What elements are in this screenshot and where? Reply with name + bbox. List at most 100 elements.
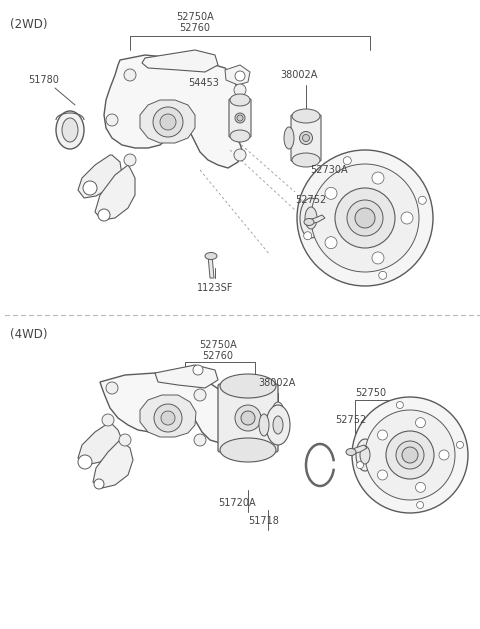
Circle shape bbox=[456, 442, 464, 448]
Ellipse shape bbox=[266, 405, 290, 445]
Circle shape bbox=[102, 414, 114, 426]
Polygon shape bbox=[140, 100, 195, 143]
Text: (4WD): (4WD) bbox=[10, 328, 48, 341]
Circle shape bbox=[401, 212, 413, 224]
Circle shape bbox=[379, 271, 387, 279]
Circle shape bbox=[106, 382, 118, 394]
Ellipse shape bbox=[153, 107, 183, 137]
Circle shape bbox=[372, 252, 384, 264]
Circle shape bbox=[377, 430, 387, 440]
Ellipse shape bbox=[241, 411, 255, 425]
Ellipse shape bbox=[360, 446, 370, 464]
Polygon shape bbox=[155, 365, 218, 388]
Ellipse shape bbox=[205, 252, 217, 260]
Ellipse shape bbox=[346, 448, 356, 455]
Ellipse shape bbox=[220, 438, 276, 462]
Circle shape bbox=[124, 154, 136, 166]
Ellipse shape bbox=[62, 118, 78, 142]
Ellipse shape bbox=[230, 130, 250, 142]
Text: 52750: 52750 bbox=[355, 388, 386, 398]
Circle shape bbox=[119, 434, 131, 446]
Circle shape bbox=[325, 237, 337, 248]
Polygon shape bbox=[142, 50, 218, 72]
Ellipse shape bbox=[235, 405, 261, 431]
Text: 54453: 54453 bbox=[188, 78, 219, 88]
Ellipse shape bbox=[259, 414, 269, 436]
Circle shape bbox=[94, 479, 104, 489]
Text: (2WD): (2WD) bbox=[10, 18, 48, 31]
Polygon shape bbox=[208, 255, 214, 278]
Ellipse shape bbox=[160, 114, 176, 130]
Ellipse shape bbox=[56, 111, 84, 149]
Ellipse shape bbox=[302, 135, 310, 142]
Circle shape bbox=[124, 69, 136, 81]
Circle shape bbox=[372, 172, 384, 184]
Polygon shape bbox=[93, 440, 133, 488]
Circle shape bbox=[106, 114, 118, 126]
Polygon shape bbox=[350, 445, 367, 454]
Ellipse shape bbox=[220, 374, 276, 398]
Ellipse shape bbox=[356, 439, 374, 471]
FancyBboxPatch shape bbox=[229, 99, 251, 137]
Circle shape bbox=[357, 462, 363, 469]
Ellipse shape bbox=[292, 153, 320, 167]
Ellipse shape bbox=[292, 109, 320, 123]
Ellipse shape bbox=[300, 131, 312, 145]
Circle shape bbox=[417, 501, 424, 508]
Circle shape bbox=[419, 196, 426, 204]
Circle shape bbox=[325, 187, 337, 199]
Ellipse shape bbox=[235, 113, 245, 123]
Text: 38002A: 38002A bbox=[280, 70, 317, 80]
Circle shape bbox=[193, 365, 203, 375]
Ellipse shape bbox=[161, 411, 175, 425]
Text: 52750A
52760: 52750A 52760 bbox=[176, 12, 214, 33]
Circle shape bbox=[311, 164, 419, 272]
Polygon shape bbox=[100, 373, 238, 443]
Polygon shape bbox=[78, 155, 122, 198]
Circle shape bbox=[235, 71, 245, 81]
Text: 52752: 52752 bbox=[295, 195, 326, 205]
Circle shape bbox=[194, 434, 206, 446]
Circle shape bbox=[416, 418, 425, 428]
FancyBboxPatch shape bbox=[291, 115, 321, 161]
Circle shape bbox=[396, 401, 403, 408]
Ellipse shape bbox=[300, 198, 322, 238]
Polygon shape bbox=[225, 65, 250, 85]
Circle shape bbox=[377, 470, 387, 480]
Circle shape bbox=[98, 209, 110, 221]
Circle shape bbox=[396, 441, 424, 469]
Polygon shape bbox=[140, 395, 196, 437]
Ellipse shape bbox=[271, 402, 285, 434]
Ellipse shape bbox=[284, 127, 294, 149]
Circle shape bbox=[234, 84, 246, 96]
Ellipse shape bbox=[304, 218, 314, 226]
Ellipse shape bbox=[154, 404, 182, 432]
Circle shape bbox=[386, 431, 434, 479]
Circle shape bbox=[234, 149, 246, 161]
Circle shape bbox=[78, 455, 92, 469]
Circle shape bbox=[347, 200, 383, 236]
FancyBboxPatch shape bbox=[218, 384, 278, 452]
Text: 52752: 52752 bbox=[335, 415, 366, 425]
Circle shape bbox=[194, 389, 206, 401]
Text: 38002A: 38002A bbox=[258, 378, 295, 388]
Ellipse shape bbox=[305, 207, 317, 229]
Polygon shape bbox=[95, 165, 135, 220]
Circle shape bbox=[402, 447, 418, 463]
Circle shape bbox=[304, 231, 312, 240]
Polygon shape bbox=[308, 215, 325, 224]
Polygon shape bbox=[78, 422, 122, 465]
Circle shape bbox=[83, 181, 97, 195]
Circle shape bbox=[365, 410, 455, 500]
Circle shape bbox=[297, 150, 433, 286]
Text: 51718: 51718 bbox=[248, 516, 279, 526]
Circle shape bbox=[335, 188, 395, 248]
Text: 52730A: 52730A bbox=[310, 165, 348, 175]
Circle shape bbox=[416, 482, 425, 493]
Polygon shape bbox=[104, 55, 242, 168]
Ellipse shape bbox=[273, 416, 283, 434]
Text: 51720A: 51720A bbox=[218, 498, 256, 508]
Circle shape bbox=[343, 157, 351, 165]
Circle shape bbox=[439, 450, 449, 460]
Ellipse shape bbox=[230, 94, 250, 106]
